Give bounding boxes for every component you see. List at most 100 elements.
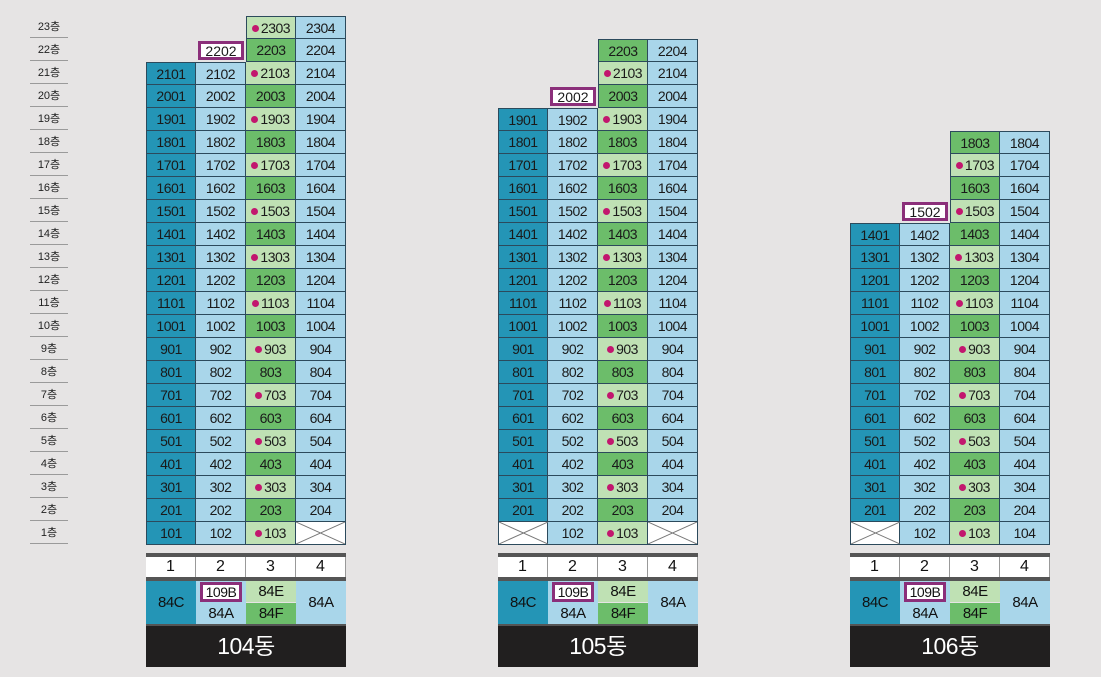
unit-number: 2104 xyxy=(657,65,688,81)
unit-cell: 204 xyxy=(1000,499,1050,522)
unit-number: 1302 xyxy=(909,249,940,265)
unit-number: 1903 xyxy=(612,111,642,127)
unit-number: 501 xyxy=(512,433,534,449)
unit-cell: 703 xyxy=(950,384,1000,407)
unit-cell: 1301 xyxy=(498,246,548,269)
marker-icon xyxy=(603,299,611,307)
unit-cell: 803 xyxy=(950,361,1000,384)
unit-number: 1103 xyxy=(260,295,290,311)
type-line3-top: 84E xyxy=(246,581,296,602)
unit-cell: 703 xyxy=(246,384,296,407)
marker-icon xyxy=(959,529,967,537)
unit-number: 801 xyxy=(864,364,886,380)
unit-number: 104 xyxy=(1013,525,1036,541)
unit-number: 1701 xyxy=(156,157,186,173)
marker-icon xyxy=(255,391,263,399)
unit-cell: 603 xyxy=(246,407,296,430)
unit-number: 1002 xyxy=(909,318,940,334)
unit-number: 404 xyxy=(1013,456,1036,472)
unit-cell: 303 xyxy=(598,476,648,499)
unit-cell: 1403 xyxy=(950,223,1000,246)
type-line2: 109B 84A xyxy=(548,581,598,624)
special-unit: 2002 xyxy=(550,87,596,106)
unit-cell: 102 xyxy=(548,522,598,545)
line-number: 1 xyxy=(498,557,548,577)
unit-number: 1503 xyxy=(612,203,642,219)
unit-cell: 1502 xyxy=(548,200,598,223)
unit-number: 1301 xyxy=(156,249,186,265)
unit-number: 1401 xyxy=(156,226,186,242)
unit-number: 1504 xyxy=(1009,203,1040,219)
unit-cell: 201 xyxy=(146,499,196,522)
unit-number: 1403 xyxy=(255,226,286,242)
type-line1: 84C xyxy=(146,581,196,624)
unit-number: 1704 xyxy=(1009,157,1040,173)
unit-number: 1602 xyxy=(557,180,588,196)
type-line2-bottom: 84A xyxy=(208,605,234,622)
unit-cell: 1402 xyxy=(196,223,246,246)
unit-number: 1904 xyxy=(305,111,336,127)
unit-number: 903 xyxy=(264,341,286,357)
unit-cell: 1401 xyxy=(850,223,900,246)
unit-number: 701 xyxy=(512,387,534,403)
unit-number: 1402 xyxy=(205,226,236,242)
unit-number: 1104 xyxy=(1010,295,1039,311)
unit-cell: 1002 xyxy=(196,315,246,338)
unit-number: 1702 xyxy=(557,157,588,173)
unit-cell: 502 xyxy=(196,430,246,453)
unit-cell: 501 xyxy=(850,430,900,453)
marker-icon xyxy=(251,161,259,169)
unit-cell: 1703 xyxy=(950,154,1000,177)
unit-number: 103 xyxy=(968,525,990,541)
unit-cell: 702 xyxy=(900,384,950,407)
unit-number: 602 xyxy=(561,410,584,426)
unit-cell: 1701 xyxy=(498,154,548,177)
unit-cell: 1803 xyxy=(598,131,648,154)
unit-cell: 304 xyxy=(296,476,346,499)
unit-number: 1103 xyxy=(964,295,994,311)
unit-number: 1504 xyxy=(657,203,688,219)
unit-cell: 2103 xyxy=(246,62,296,85)
unit-number: 701 xyxy=(864,387,886,403)
unit-number: 904 xyxy=(1013,341,1036,357)
unit-cell: 2203 xyxy=(246,39,296,62)
floor-label: 1층 xyxy=(30,522,68,544)
unit-cell: 1001 xyxy=(146,315,196,338)
unit-cell: 1704 xyxy=(648,154,698,177)
unit-cell: 1404 xyxy=(296,223,346,246)
unit-cell: 701 xyxy=(850,384,900,407)
type-line3: 84E 84F xyxy=(950,581,1000,624)
unit-cell: 1902 xyxy=(548,108,598,131)
unit-number: 1101 xyxy=(508,295,538,311)
type-line3-bottom: 84F xyxy=(950,603,1000,624)
unit-number: 804 xyxy=(1013,364,1036,380)
unit-number: 301 xyxy=(512,479,534,495)
unit-cell: 1201 xyxy=(850,269,900,292)
unit-number: 1801 xyxy=(156,134,186,150)
unit-cell: 1501 xyxy=(498,200,548,223)
floor-label: 18층 xyxy=(30,131,68,153)
unit-cell: 403 xyxy=(950,453,1000,476)
unit-number: 602 xyxy=(209,410,232,426)
floor-label: 8층 xyxy=(30,361,68,383)
unit-cell: 402 xyxy=(196,453,246,476)
unit-cell: 1003 xyxy=(950,315,1000,338)
unit-number: 1103 xyxy=(612,295,642,311)
unit-cell: 804 xyxy=(296,361,346,384)
unit-number: 1703 xyxy=(260,157,290,173)
unit-cell: 2102 xyxy=(196,62,246,85)
unit-cell: 1704 xyxy=(296,154,346,177)
unit-number: 204 xyxy=(309,502,332,518)
unit-number: 1304 xyxy=(657,249,688,265)
marker-icon xyxy=(959,391,967,399)
building-name: 106동 xyxy=(850,626,1050,667)
unit-cell: 201 xyxy=(498,499,548,522)
unit-number: 301 xyxy=(160,479,182,495)
unit-cell: 1904 xyxy=(648,108,698,131)
unit-cell: 1703 xyxy=(598,154,648,177)
unit-number: 604 xyxy=(309,410,332,426)
unit-number: 1402 xyxy=(557,226,588,242)
unit-cell: 803 xyxy=(246,361,296,384)
unit-cell: 1003 xyxy=(246,315,296,338)
unit-cell: 103 xyxy=(598,522,648,545)
